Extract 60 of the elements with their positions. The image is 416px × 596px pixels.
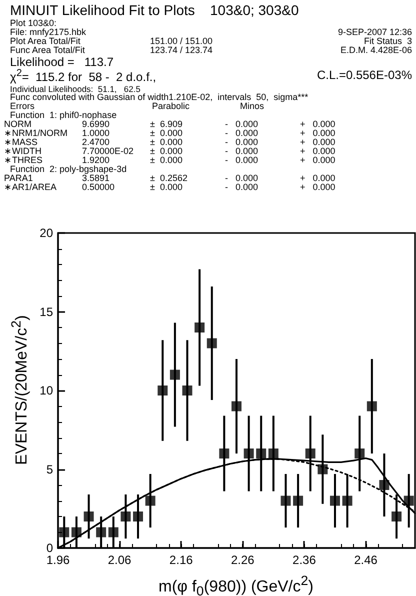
point xyxy=(133,512,144,522)
point xyxy=(145,496,156,506)
text: χ$^{2}$= 115.2 for 58 - 2 d.o.f., C.L.=0.556E-03% xyxy=(10,68,412,84)
text: Individual Likelihoods: 51.1, 62.5 xyxy=(10,84,140,94)
point xyxy=(318,464,328,474)
text: Errors Parabolic Minos xyxy=(10,101,264,111)
text: Plot Area Total/Fit 151.00 / 151.00 Fit Status 3 xyxy=(10,36,412,46)
point xyxy=(366,401,377,412)
text: Function 2: poly-bgshape-3d xyxy=(10,164,127,174)
point xyxy=(84,512,94,522)
y-tick-label: 0 xyxy=(46,541,54,555)
text: ∗NRM1/NORM 1.0000 ± 0.000 - 0.000 + 0.000 xyxy=(4,128,336,138)
x-tick-label: 2.16 xyxy=(169,553,194,567)
x-tick-label: 2.46 xyxy=(354,553,378,567)
text: Plot 103&0: xyxy=(10,18,57,28)
text: Likelihood = 113.7 xyxy=(10,55,114,69)
point xyxy=(293,496,304,506)
text: Func Area Total/Fit 123.74 / 123.74 E.D.M. 4.428E-06 xyxy=(10,45,412,55)
x-tick-label: 1.96 xyxy=(46,553,70,567)
point xyxy=(71,527,82,538)
point xyxy=(280,496,291,506)
text: PARA1 3.5891 ± 0.2562 - 0.000 + 0.000 xyxy=(4,173,336,183)
text: ∗AR1/AREA 0.50000 ± 0.000 - 0.000 + 0.000 xyxy=(4,182,336,192)
text: ∗WIDTH 7.70000E-02 ± 0.000 - 0.000 + 0.000 xyxy=(4,146,336,156)
point xyxy=(158,386,168,396)
point xyxy=(268,448,278,458)
text: ∗THRES 1.9200 ± 0.000 - 0.000 + 0.000 xyxy=(4,155,336,165)
point xyxy=(108,527,118,538)
x-tick-label: 2.06 xyxy=(108,553,132,567)
y-tick-label: 15 xyxy=(40,304,54,319)
text: NORM 9.6990 ± 6.909 - 0.000 + 0.000 xyxy=(4,119,336,129)
text: Func convoluted with Gaussian of width1.210E-02, intervals 50, sigma*** xyxy=(10,92,308,102)
x-tick-label: 2.36 xyxy=(292,553,316,567)
point xyxy=(59,527,70,538)
point xyxy=(342,496,352,506)
text: File: mnfy2175.hbk 9-SEP-2007 12:36 xyxy=(10,27,412,37)
point xyxy=(96,527,106,538)
text: Function 1: phif0-nophase xyxy=(10,110,117,120)
point xyxy=(392,512,402,522)
y-tick-label: 10 xyxy=(40,384,54,398)
point xyxy=(244,448,254,458)
x-tick-label: 2.26 xyxy=(230,553,255,567)
text: MINUIT Likelihood Fit to Plots 103&0; 303&0 xyxy=(10,2,299,18)
text: ∗MASS 2.4700 ± 0.000 - 0.000 + 0.000 xyxy=(4,137,336,147)
point xyxy=(354,448,365,458)
y-tick-label: 5 xyxy=(46,462,54,476)
point xyxy=(256,448,266,458)
point xyxy=(182,386,192,396)
point xyxy=(330,496,340,506)
point xyxy=(232,401,242,412)
point xyxy=(305,448,316,458)
point xyxy=(170,370,180,380)
point xyxy=(219,448,230,458)
point xyxy=(194,322,205,332)
y-tick-label: 20 xyxy=(40,226,54,240)
point xyxy=(404,496,414,506)
point xyxy=(120,512,131,522)
x-axis-title: m(φ f$_{0}$(980)) (GeV/c$^{2}$) xyxy=(158,573,314,596)
point xyxy=(206,338,217,348)
point xyxy=(379,480,390,490)
